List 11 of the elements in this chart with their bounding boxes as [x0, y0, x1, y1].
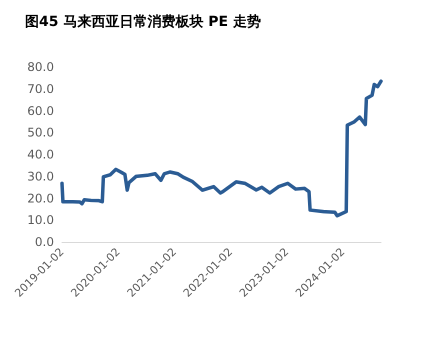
- y-tick-label: 60.0: [27, 104, 54, 118]
- line-series: [60, 79, 383, 218]
- y-tick-label: 70.0: [27, 82, 54, 96]
- y-tick-label: 50.0: [27, 126, 54, 140]
- y-tick-label: 20.0: [27, 191, 54, 206]
- y-tick-label: 40.0: [27, 148, 54, 162]
- y-tick-label: 80.0: [27, 60, 54, 74]
- y-tick-label: 30.0: [27, 169, 54, 184]
- y-tick-label: 10.0: [27, 213, 54, 228]
- chart-title: 图45 马来西亚日常消费板块 PE 走势: [25, 14, 261, 30]
- y-tick-label: 0.0: [34, 235, 54, 249]
